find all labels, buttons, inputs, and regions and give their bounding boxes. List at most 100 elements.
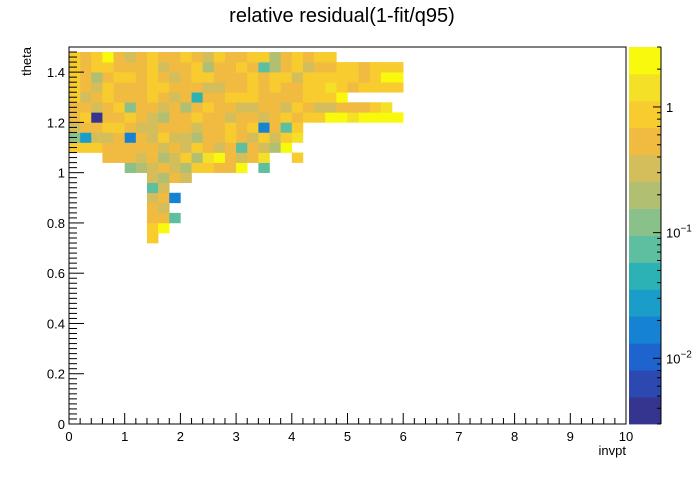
heatmap-cell [392,62,404,73]
heatmap-cell [113,142,125,153]
heatmap-cell [280,92,293,103]
heatmap-cell [236,102,248,113]
heatmap-cell [202,102,215,113]
heatmap-cell [224,112,237,123]
heatmap-cell [213,102,226,113]
color-scale-swatch [629,397,661,425]
heatmap-cell [236,152,248,163]
heatmap-cell [291,82,304,93]
heatmap-cell [158,132,170,143]
heatmap-cell [258,122,270,133]
heatmap-cell [158,122,170,133]
heatmap-cell [146,122,159,133]
heatmap-cell [302,102,315,113]
heatmap-cell [224,52,237,63]
heatmap-cell [146,62,159,73]
heatmap-cell [236,72,248,83]
heatmap-cell [124,122,137,133]
x-tick-label: 3 [232,429,239,444]
heatmap-cell [369,72,382,83]
heatmap-cell [158,102,170,113]
color-scale-swatch [629,289,661,317]
heatmap-cell [158,162,170,173]
heatmap-cell [146,72,159,83]
heatmap-cell [392,82,404,93]
heatmap-cell [102,132,114,143]
heatmap-cell [302,112,315,123]
heatmap-cell [347,62,359,73]
heatmap-cell [124,102,137,113]
heatmap-cell [258,152,270,163]
heatmap-cell [269,72,281,83]
heatmap-cell [158,72,170,83]
heatmap-cell [180,102,192,113]
heatmap-cell [158,62,170,73]
heatmap-cell [146,182,159,194]
heatmap-cell [302,62,315,73]
heatmap-cell [80,72,92,83]
heatmap-cell [302,92,315,103]
heatmap-cell [169,62,181,73]
heatmap-cell [236,162,248,173]
heatmap-cell [158,182,170,194]
x-tick-label: 9 [567,429,574,444]
heatmap-cell [213,142,226,153]
heatmap-cell [369,82,382,93]
heatmap-cell [180,112,192,123]
heatmap-cell [80,122,92,133]
heatmap-cell [302,72,315,83]
heatmap-cell [258,72,270,83]
color-scale-label: 1 [666,100,673,115]
heatmap-cell [169,112,181,123]
heatmap-cell [258,52,270,63]
heatmap-cell [269,62,281,73]
y-axis-label: theta [19,46,34,76]
heatmap-cell [291,152,304,163]
heatmap-cell [336,82,348,93]
heatmap-cell [124,52,137,63]
heatmap-cell [202,62,215,73]
heatmap-cell [247,82,259,93]
heatmap-cell [158,112,170,123]
heatmap-cell [169,92,181,103]
heatmap-cell [102,82,114,93]
heatmap-cell [124,62,137,73]
heatmap-cell [302,52,315,63]
heatmap-cell [213,62,226,73]
heatmap-cell [124,132,137,143]
heatmap-cell [191,142,203,153]
y-tick-label: 1.2 [47,115,65,130]
heatmap-cell [224,122,237,133]
heatmap-cell [158,152,170,163]
heatmap-cell [314,82,326,93]
heatmap-cell [213,72,226,83]
heatmap-cell [392,72,404,83]
heatmap-cell [380,102,393,113]
heatmap-cell [325,82,337,93]
heatmap-cell [336,72,348,83]
heatmap-cell [224,82,237,93]
heatmap-cell [202,52,215,63]
y-tick-label: 0.6 [47,266,65,281]
heatmap-cell [280,102,293,113]
heatmap-cell [113,122,125,133]
color-scale-swatch [629,235,661,263]
heatmap-cell [236,92,248,103]
heatmap-cell [146,202,159,214]
heatmap-cell [135,132,148,143]
y-tick-label: 0 [58,417,65,432]
heatmap-cell [224,92,237,103]
heatmap-cell [102,62,114,73]
heatmap-cell [280,132,293,143]
heatmap-cell [314,112,326,123]
heatmap-cell [347,112,359,123]
heatmap-cell [180,52,192,63]
heatmap-cell [380,72,393,83]
heatmap-cell [80,132,92,143]
heatmap-cell [102,52,114,63]
heatmap-cell [213,92,226,103]
heatmap-cell [358,62,371,73]
heatmap-cell [124,152,137,163]
